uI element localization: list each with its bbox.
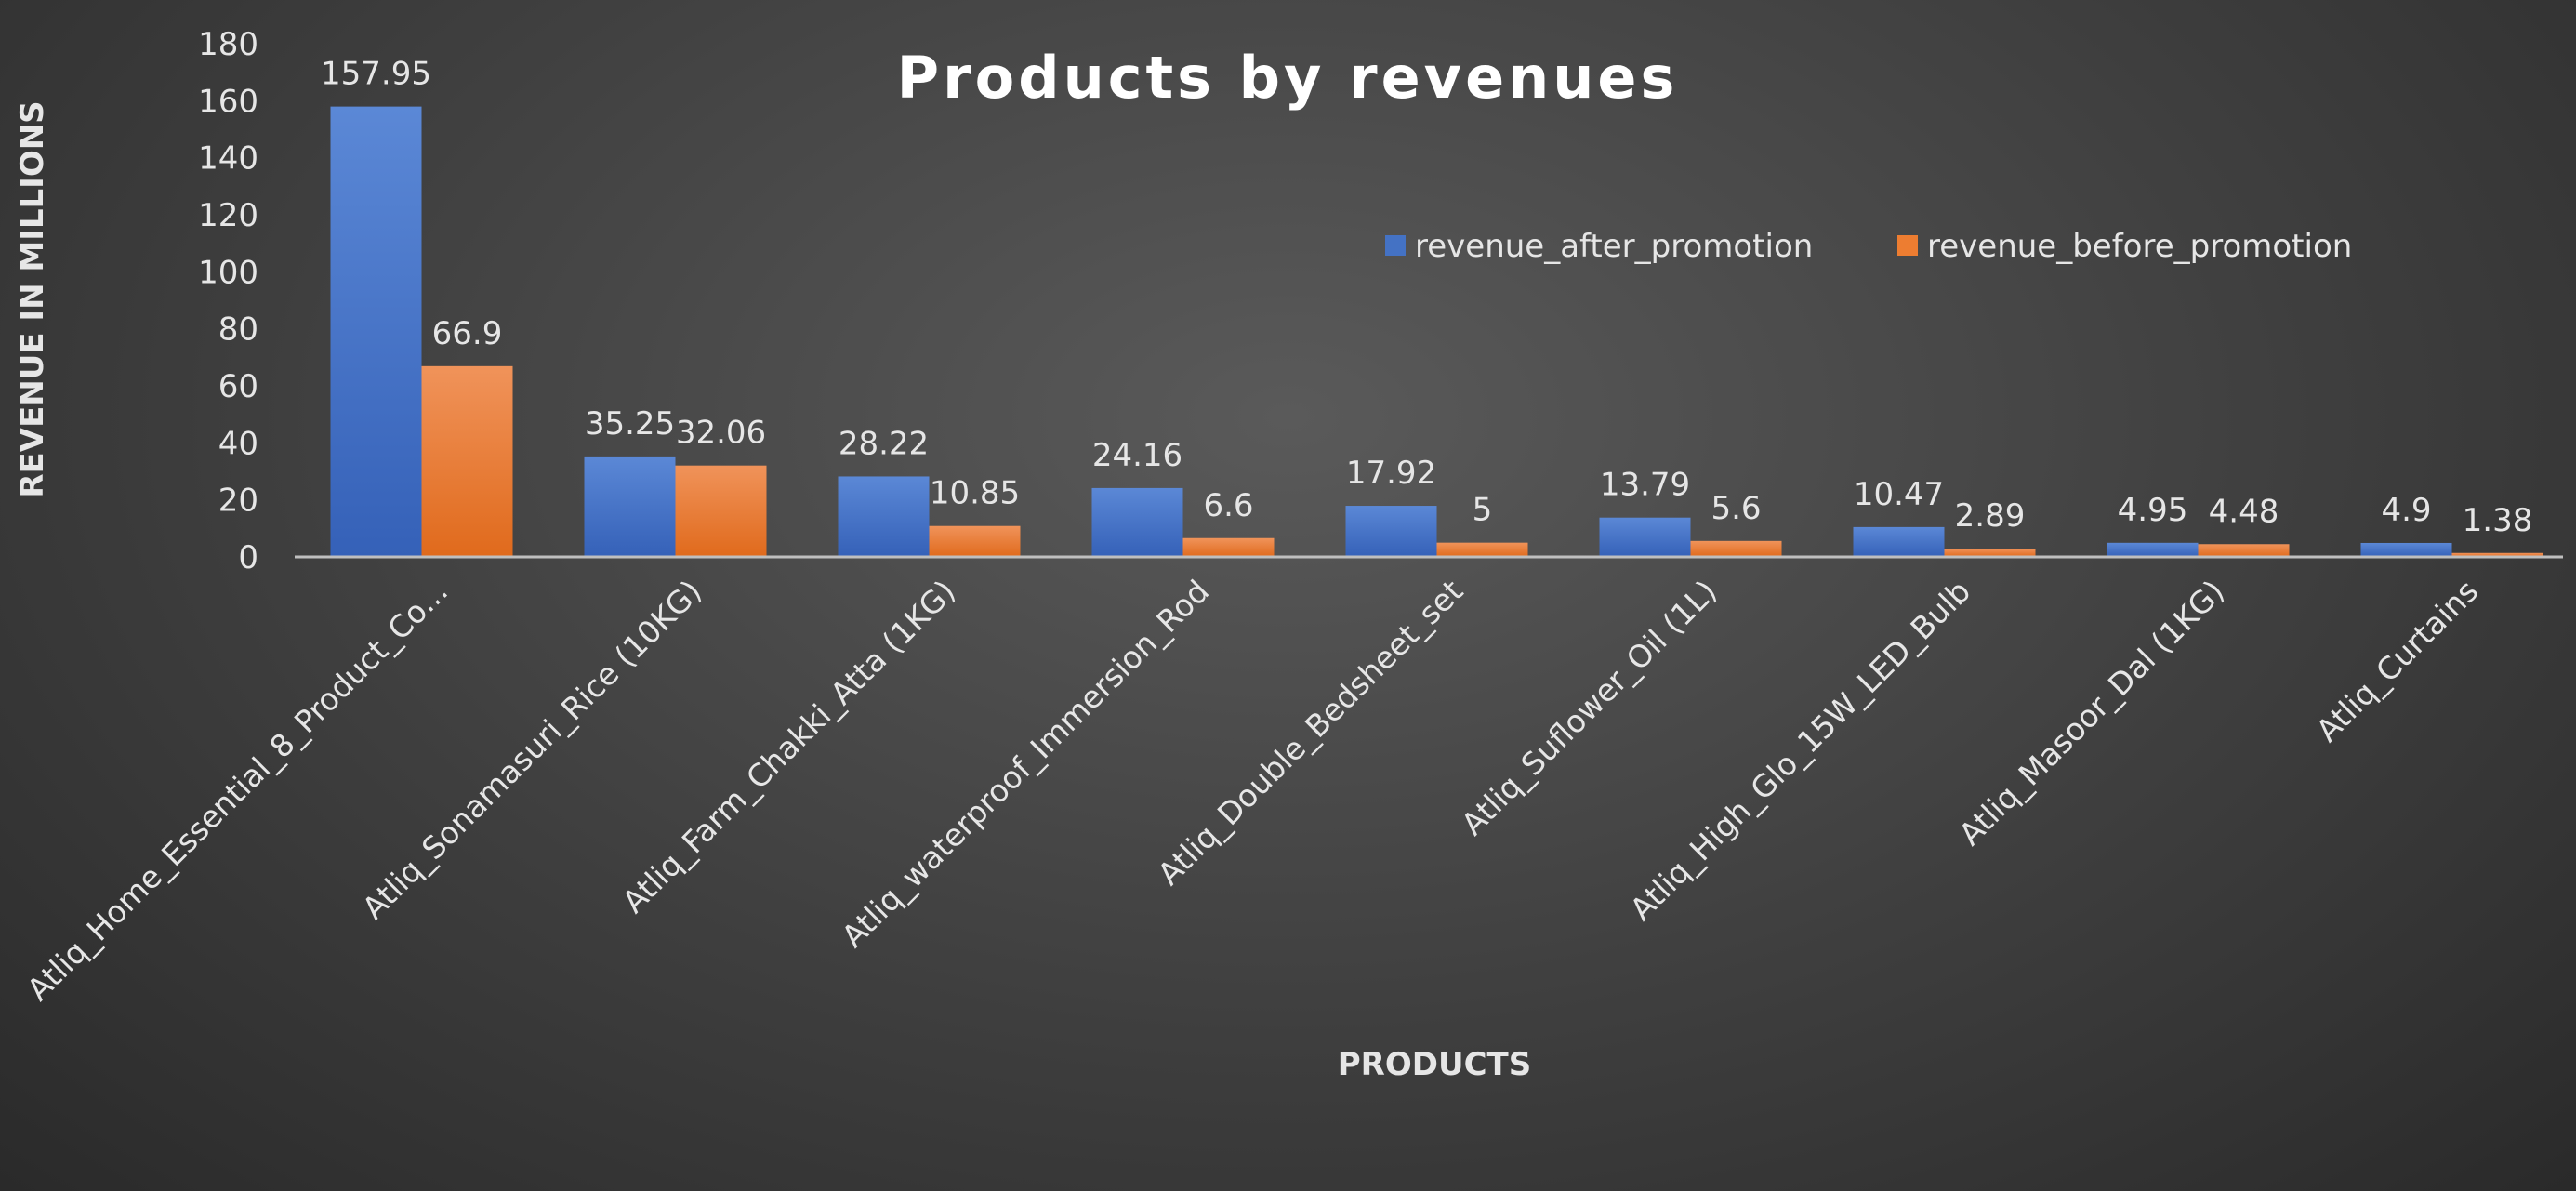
bar-before-7: [2198, 544, 2290, 557]
legend-swatch-before: [1897, 235, 1918, 256]
y-tick-label: 60: [218, 368, 258, 405]
legend-label-before: revenue_before_promotion: [1927, 228, 2352, 265]
bar-after-0: [330, 106, 422, 558]
data-label-after-6: 10.47: [1854, 476, 1944, 513]
y-axis-title: REVENUE IN MILLIONS: [14, 100, 51, 497]
data-label-after-5: 13.79: [1600, 467, 1690, 504]
data-label-after-7: 4.95: [2118, 492, 2188, 529]
legend-label-after: revenue_after_promotion: [1415, 228, 1813, 265]
data-label-before-6: 2.89: [1955, 497, 2026, 535]
data-label-before-7: 4.48: [2209, 493, 2279, 530]
bar-after-2: [838, 476, 930, 557]
data-label-before-2: 10.85: [930, 475, 1020, 512]
bar-before-0: [421, 365, 513, 557]
y-tick-label: 140: [198, 140, 258, 178]
bar-before-6: [1944, 549, 2036, 557]
bar-after-4: [1345, 506, 1437, 557]
y-tick-label: 80: [218, 311, 258, 349]
bar-before-2: [929, 525, 1021, 557]
category-label-0: Atliq_Home_Essential_8_Product_Co...: [20, 573, 455, 1008]
y-tick-label: 160: [198, 83, 258, 120]
bar-before-1: [675, 465, 767, 557]
data-label-before-1: 32.06: [676, 415, 766, 452]
y-axis-ticks: 0 20 40 60 80 100 120 140 160 180: [198, 26, 258, 576]
data-label-before-5: 5.6: [1711, 490, 1761, 527]
category-label-8: Atliq_Curtains: [2309, 573, 2485, 748]
data-label-after-3: 24.16: [1092, 437, 1182, 474]
bars: [330, 106, 2543, 558]
bar-after-1: [584, 456, 676, 557]
bar-before-5: [1690, 540, 1782, 557]
bar-before-3: [1182, 537, 1275, 557]
y-tick-label: 40: [218, 425, 258, 462]
y-tick-label: 180: [198, 26, 258, 63]
category-label-7: Atliq_Masoor_Dal (1KG): [1951, 573, 2231, 853]
bar-after-5: [1599, 517, 1691, 557]
y-tick-label: 20: [218, 483, 258, 520]
bar-after-8: [2360, 542, 2452, 557]
y-tick-label: 100: [198, 254, 258, 291]
legend: revenue_after_promotion revenue_before_p…: [1385, 228, 2352, 265]
y-tick-label: 120: [198, 197, 258, 234]
data-label-after-4: 17.92: [1346, 455, 1436, 492]
data-label-after-0: 157.95: [321, 56, 431, 93]
bar-before-8: [2451, 552, 2543, 557]
data-label-before-0: 66.9: [432, 315, 503, 352]
bar-before-4: [1436, 542, 1528, 557]
data-label-after-1: 35.25: [585, 405, 675, 443]
y-tick-label: 0: [238, 539, 258, 576]
category-labels: Atliq_Home_Essential_8_Product_Co... Atli…: [20, 573, 2485, 1008]
data-label-after-2: 28.22: [839, 425, 929, 462]
chart-title: Products by revenues: [897, 44, 1679, 112]
category-label-4: Atliq_Double_Bedsheet_set: [1151, 573, 1470, 892]
bar-after-7: [2107, 542, 2199, 557]
category-label-5: Atliq_Suflower_Oil (1L): [1454, 573, 1724, 842]
data-label-before-3: 6.6: [1203, 487, 1253, 524]
x-axis-title: PRODUCTS: [1338, 1046, 1531, 1083]
data-label-before-8: 1.38: [2463, 502, 2533, 539]
bar-after-6: [1853, 526, 1945, 557]
data-label-after-8: 4.9: [2381, 492, 2431, 529]
bar-after-3: [1091, 487, 1183, 557]
legend-swatch-after: [1385, 235, 1406, 256]
data-label-before-4: 5: [1473, 492, 1493, 529]
